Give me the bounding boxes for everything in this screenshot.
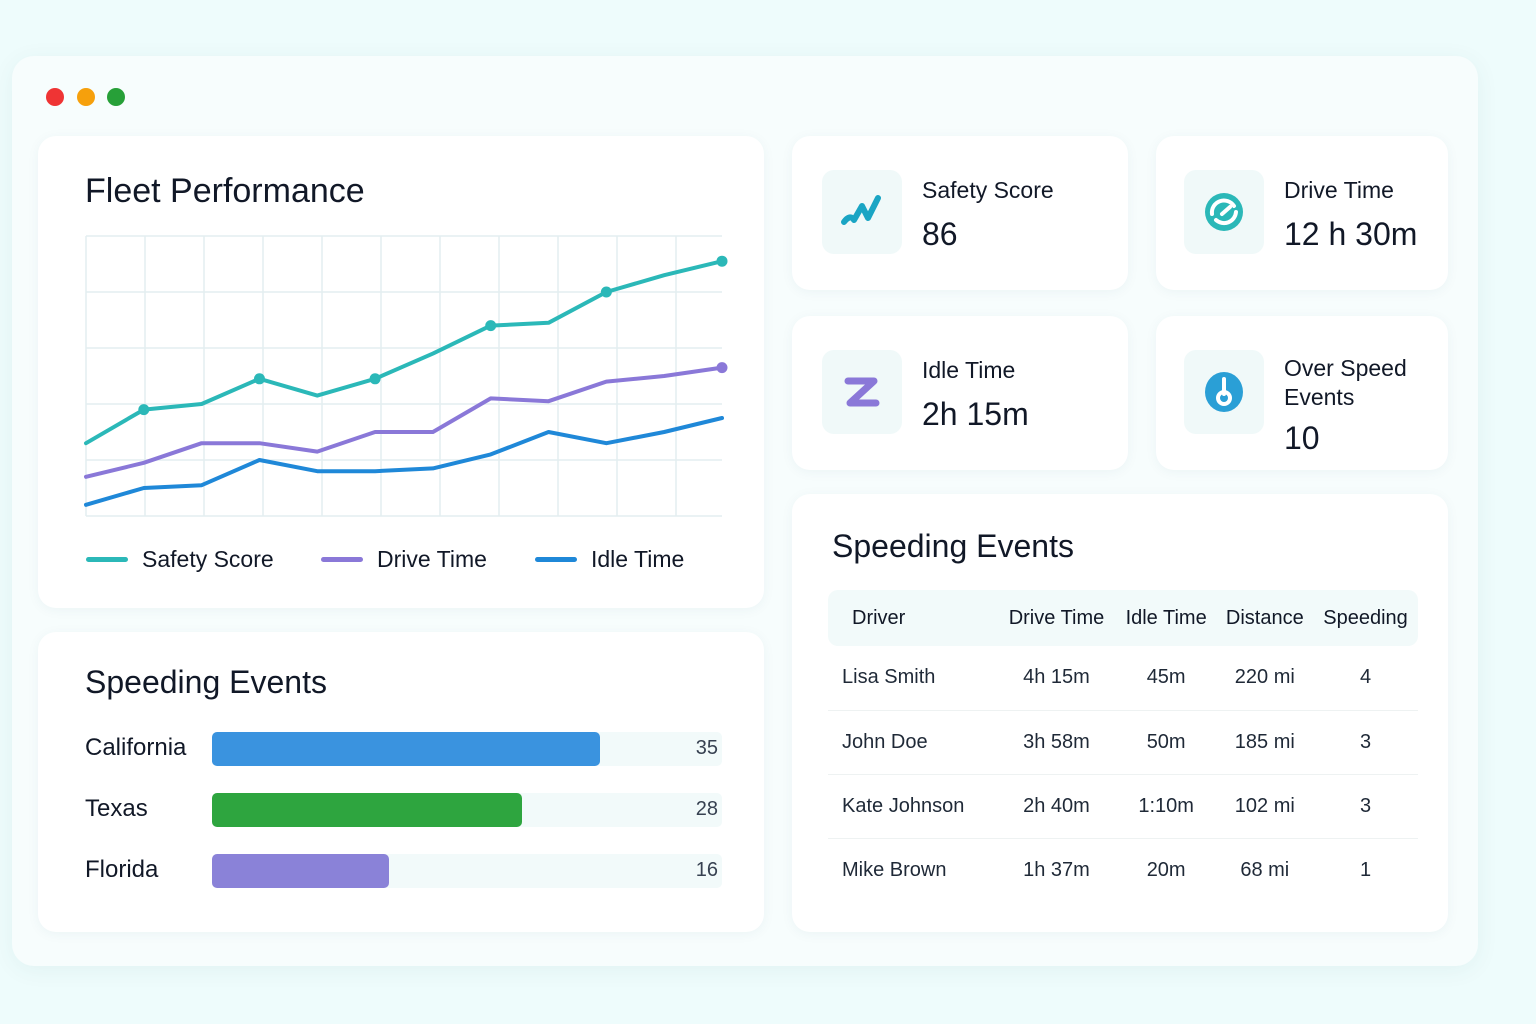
table-cell: 4h 15m: [997, 646, 1116, 711]
speed-dial-icon: [1184, 350, 1264, 434]
close-window-button[interactable]: [46, 88, 64, 106]
data-point-safety-score[interactable]: [485, 320, 497, 332]
bar-value: 16: [695, 859, 718, 881]
table-cell: 68 mi: [1240, 858, 1290, 881]
table-cell: 3: [1313, 710, 1418, 775]
legend-label: Safety Score: [142, 546, 274, 572]
minimize-window-button[interactable]: [77, 88, 95, 106]
table-cell: Kate Johnson: [828, 774, 998, 839]
trend-line-icon: [822, 170, 902, 254]
table-cell: 1h 37m: [1023, 858, 1090, 881]
bar-track: 16: [212, 854, 722, 888]
kpi-value: 12 h 30m: [1284, 216, 1418, 252]
bar-value: 28: [695, 798, 718, 820]
table-header-row: Driver Drive Time Idle Time Distance Speedin…: [828, 590, 1418, 646]
bar-value: 35: [695, 737, 718, 759]
table-cell: 20m: [1146, 858, 1186, 881]
table-cell: 3: [1313, 774, 1418, 839]
table-cell: 3h 58m: [997, 710, 1116, 775]
table-cell: 1: [1359, 858, 1372, 881]
kpi-label: Over Speed Events: [1284, 355, 1407, 410]
maximize-window-button[interactable]: [107, 88, 125, 106]
bar-fill: [212, 854, 390, 888]
bar-label: Texas: [85, 795, 148, 822]
column-header[interactable]: Distance: [1216, 590, 1314, 646]
data-point-safety-score[interactable]: [600, 286, 612, 298]
bar-track: 35: [212, 732, 722, 766]
kpi-label: Drive Time: [1284, 177, 1394, 203]
table-cell: Lisa Smith: [828, 646, 998, 711]
legend-label: Idle Time: [591, 546, 685, 572]
card-title: Speeding Events: [832, 528, 1074, 564]
bar-fill: [212, 793, 523, 827]
column-header[interactable]: Drive Time: [997, 590, 1116, 646]
series-line-drive-time: [84, 365, 724, 479]
table-cell: 1:10m: [1115, 774, 1217, 839]
legend-item-drive-time: Drive Time: [321, 546, 487, 573]
data-point-safety-score[interactable]: [138, 404, 150, 416]
column-header[interactable]: Idle Time: [1115, 590, 1217, 646]
bar-track: 28: [212, 793, 722, 827]
bar-label: California: [85, 734, 187, 761]
data-point-safety-score[interactable]: [716, 255, 728, 267]
kpi-card-over-speed: Over Speed Events 10: [1156, 316, 1448, 470]
bar-fill: [212, 732, 601, 766]
kpi-value: 10: [1284, 420, 1320, 456]
table-cell: 45m: [1115, 646, 1217, 711]
kpi-label: Idle Time: [922, 357, 1016, 383]
table-cell: 102 mi: [1216, 774, 1314, 839]
column-header[interactable]: Speeding: [1313, 590, 1418, 646]
kpi-card-drive-time: Drive Time 12 h 30m: [1156, 136, 1448, 290]
table-cell: 220 mi: [1216, 646, 1314, 711]
table-cell: 185 mi: [1216, 710, 1314, 775]
data-point-safety-score[interactable]: [369, 373, 381, 385]
card-title: Fleet Performance: [85, 172, 365, 210]
fleet-performance-card: Fleet Performance: [38, 136, 764, 608]
table-cell: 50m: [1115, 710, 1217, 775]
table-cell: Mike Brown: [842, 858, 947, 881]
table-cell: 4: [1313, 646, 1418, 711]
speeding-table: Driver Drive Time Idle Time Distance Speedin…: [828, 590, 1418, 902]
bar-row-texas: Texas 28: [85, 793, 725, 827]
kpi-value: 86: [922, 216, 958, 252]
series-line-safety-score: [84, 259, 724, 446]
table-row[interactable]: John Doe 3h 58m 50m 185 mi 3: [828, 710, 1418, 775]
legend-swatch: [86, 557, 128, 562]
card-title: Speeding Events: [85, 664, 327, 700]
gauge-icon: [1184, 170, 1264, 254]
column-header[interactable]: Driver: [828, 590, 998, 646]
kpi-card-safety-score: Safety Score 86: [792, 136, 1128, 290]
series-line-idle-time: [84, 416, 724, 507]
kpi-card-idle-time: Idle Time 2h 15m: [792, 316, 1128, 470]
speeding-events-table-card: Speeding Events Driver Drive Time Idle Tim…: [792, 494, 1448, 932]
bar-label: Florida: [85, 856, 159, 883]
legend-swatch: [535, 557, 577, 562]
bar-row-california: California 35: [85, 732, 725, 766]
legend-item-idle-time: Idle Time: [535, 546, 684, 573]
table-cell: John Doe: [828, 710, 998, 775]
legend-swatch: [321, 557, 363, 562]
data-point-safety-score[interactable]: [253, 373, 265, 385]
legend-label: Drive Time: [377, 546, 487, 572]
kpi-value: 2h 15m: [922, 396, 1029, 432]
data-point-drive-time[interactable]: [716, 362, 728, 374]
table-cell: 2h 40m: [997, 774, 1116, 839]
bar-row-florida: Florida 16: [85, 854, 725, 888]
table-row[interactable]: Lisa Smith 4h 15m 45m 220 mi 4: [828, 646, 1418, 711]
table-row[interactable]: Mike Brown 1h 37m 20m 68 mi 1: [828, 838, 1418, 902]
legend-item-safety-score: Safety Score: [86, 546, 274, 573]
sleep-z-icon: [822, 350, 902, 434]
kpi-label: Safety Score: [922, 177, 1054, 203]
table-row[interactable]: Kate Johnson 2h 40m 1:10m 102 mi 3: [828, 774, 1418, 839]
